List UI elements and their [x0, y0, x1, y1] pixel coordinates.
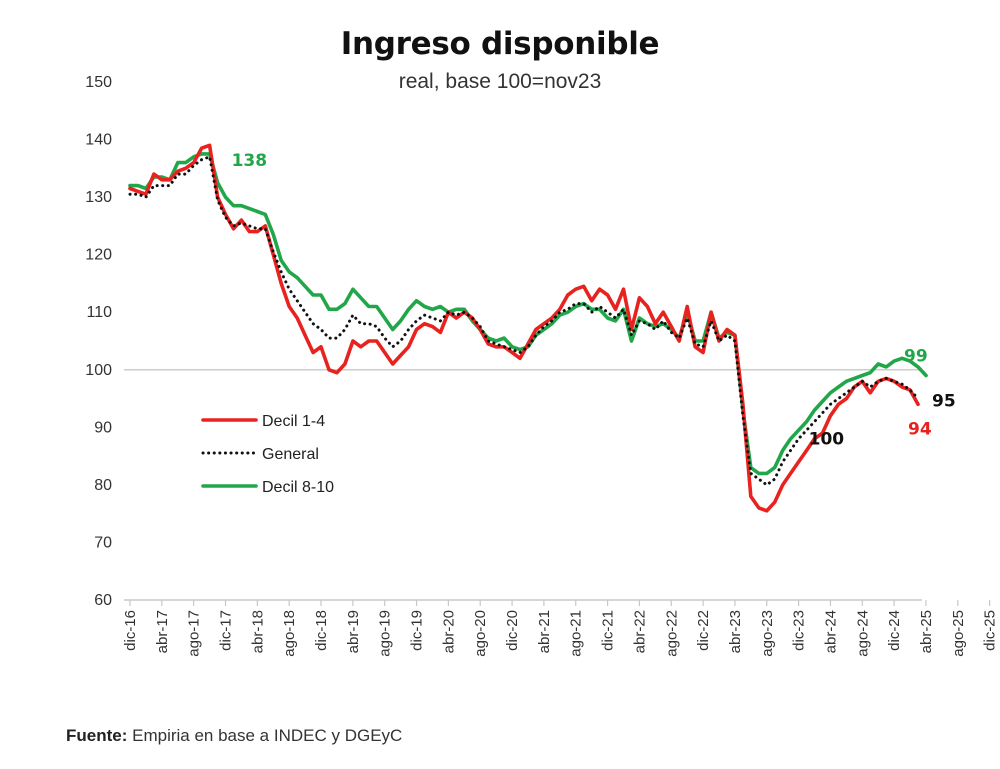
- source-note: Fuente: Empiria en base a INDEC y DGEyC: [66, 726, 402, 746]
- x-tick-label: dic-21: [600, 610, 617, 651]
- x-tick-label: ago-25: [950, 610, 967, 657]
- x-tick-label: dic-16: [122, 610, 139, 651]
- end-value-label: 95: [932, 392, 956, 412]
- y-tick-label: 150: [85, 74, 112, 91]
- x-tick-label: ago-18: [281, 610, 298, 657]
- x-tick-label: abr-19: [345, 610, 362, 653]
- y-tick-label: 100: [85, 362, 112, 379]
- y-tick-label: 120: [85, 247, 112, 264]
- source-label: Fuente:: [66, 726, 128, 745]
- y-tick-label: 140: [85, 132, 112, 149]
- end-value-label: 99: [904, 347, 928, 367]
- x-tick-label: abr-18: [249, 610, 266, 653]
- x-tick-label: abr-17: [154, 610, 171, 653]
- legend-label: Decil 1-4: [262, 413, 325, 430]
- chart-subtitle: real, base 100=nov23: [398, 70, 602, 93]
- x-tick-label: dic-23: [791, 610, 808, 651]
- x-tick-label: abr-24: [822, 610, 839, 653]
- series-lines: [128, 143, 928, 513]
- x-tick-label: abr-21: [536, 610, 553, 653]
- x-tick-label: abr-22: [631, 610, 648, 653]
- x-tick-label: ago-24: [854, 610, 871, 657]
- annotation-label: 138: [232, 151, 267, 171]
- y-tick-label: 90: [94, 419, 112, 436]
- y-tick-label: 130: [85, 189, 112, 206]
- x-tick-label: ago-22: [663, 610, 680, 657]
- series-line-general: [128, 155, 920, 487]
- x-tick-label: ago-17: [186, 610, 203, 657]
- x-tick-label: ago-21: [568, 610, 585, 657]
- y-tick-label: 110: [86, 304, 112, 321]
- end-value-label: 94: [908, 419, 932, 439]
- x-tick-label: ago-23: [759, 610, 776, 657]
- x-tick-label: abr-25: [918, 610, 935, 653]
- chart-title: Ingreso disponible: [340, 26, 660, 62]
- x-tick-label: abr-23: [727, 610, 744, 653]
- x-tick-label: dic-25: [982, 610, 999, 651]
- x-tick-label: abr-20: [440, 610, 457, 653]
- x-tick-label: ago-20: [472, 610, 489, 657]
- x-tick-label: ago-19: [377, 610, 394, 657]
- legend-label: Decil 8-10: [262, 479, 334, 496]
- legend-label: General: [262, 446, 319, 463]
- x-tick-label: dic-20: [504, 610, 521, 651]
- x-tick-label: dic-19: [409, 610, 426, 651]
- y-tick-label: 70: [94, 534, 112, 551]
- source-text: Empiria en base a INDEC y DGEyC: [127, 726, 403, 745]
- series-line-decil-1-4: [128, 143, 920, 513]
- axes: 60 70 80 90 100 110 120 130 140 150 dic-16 abr-17 ag…: [85, 74, 998, 657]
- x-tick-label: dic-22: [695, 610, 712, 651]
- legend: Decil 1-4 General Decil 8-10: [201, 413, 334, 496]
- y-tick-label: 60: [94, 592, 112, 609]
- y-tick-label: 80: [94, 477, 112, 494]
- x-tick-label: dic-18: [313, 610, 330, 651]
- x-tick-label: dic-17: [218, 610, 235, 651]
- x-tick-label: dic-24: [886, 610, 903, 651]
- annotation-label: 100: [809, 429, 845, 449]
- series-line-decil-8-10: [128, 152, 928, 476]
